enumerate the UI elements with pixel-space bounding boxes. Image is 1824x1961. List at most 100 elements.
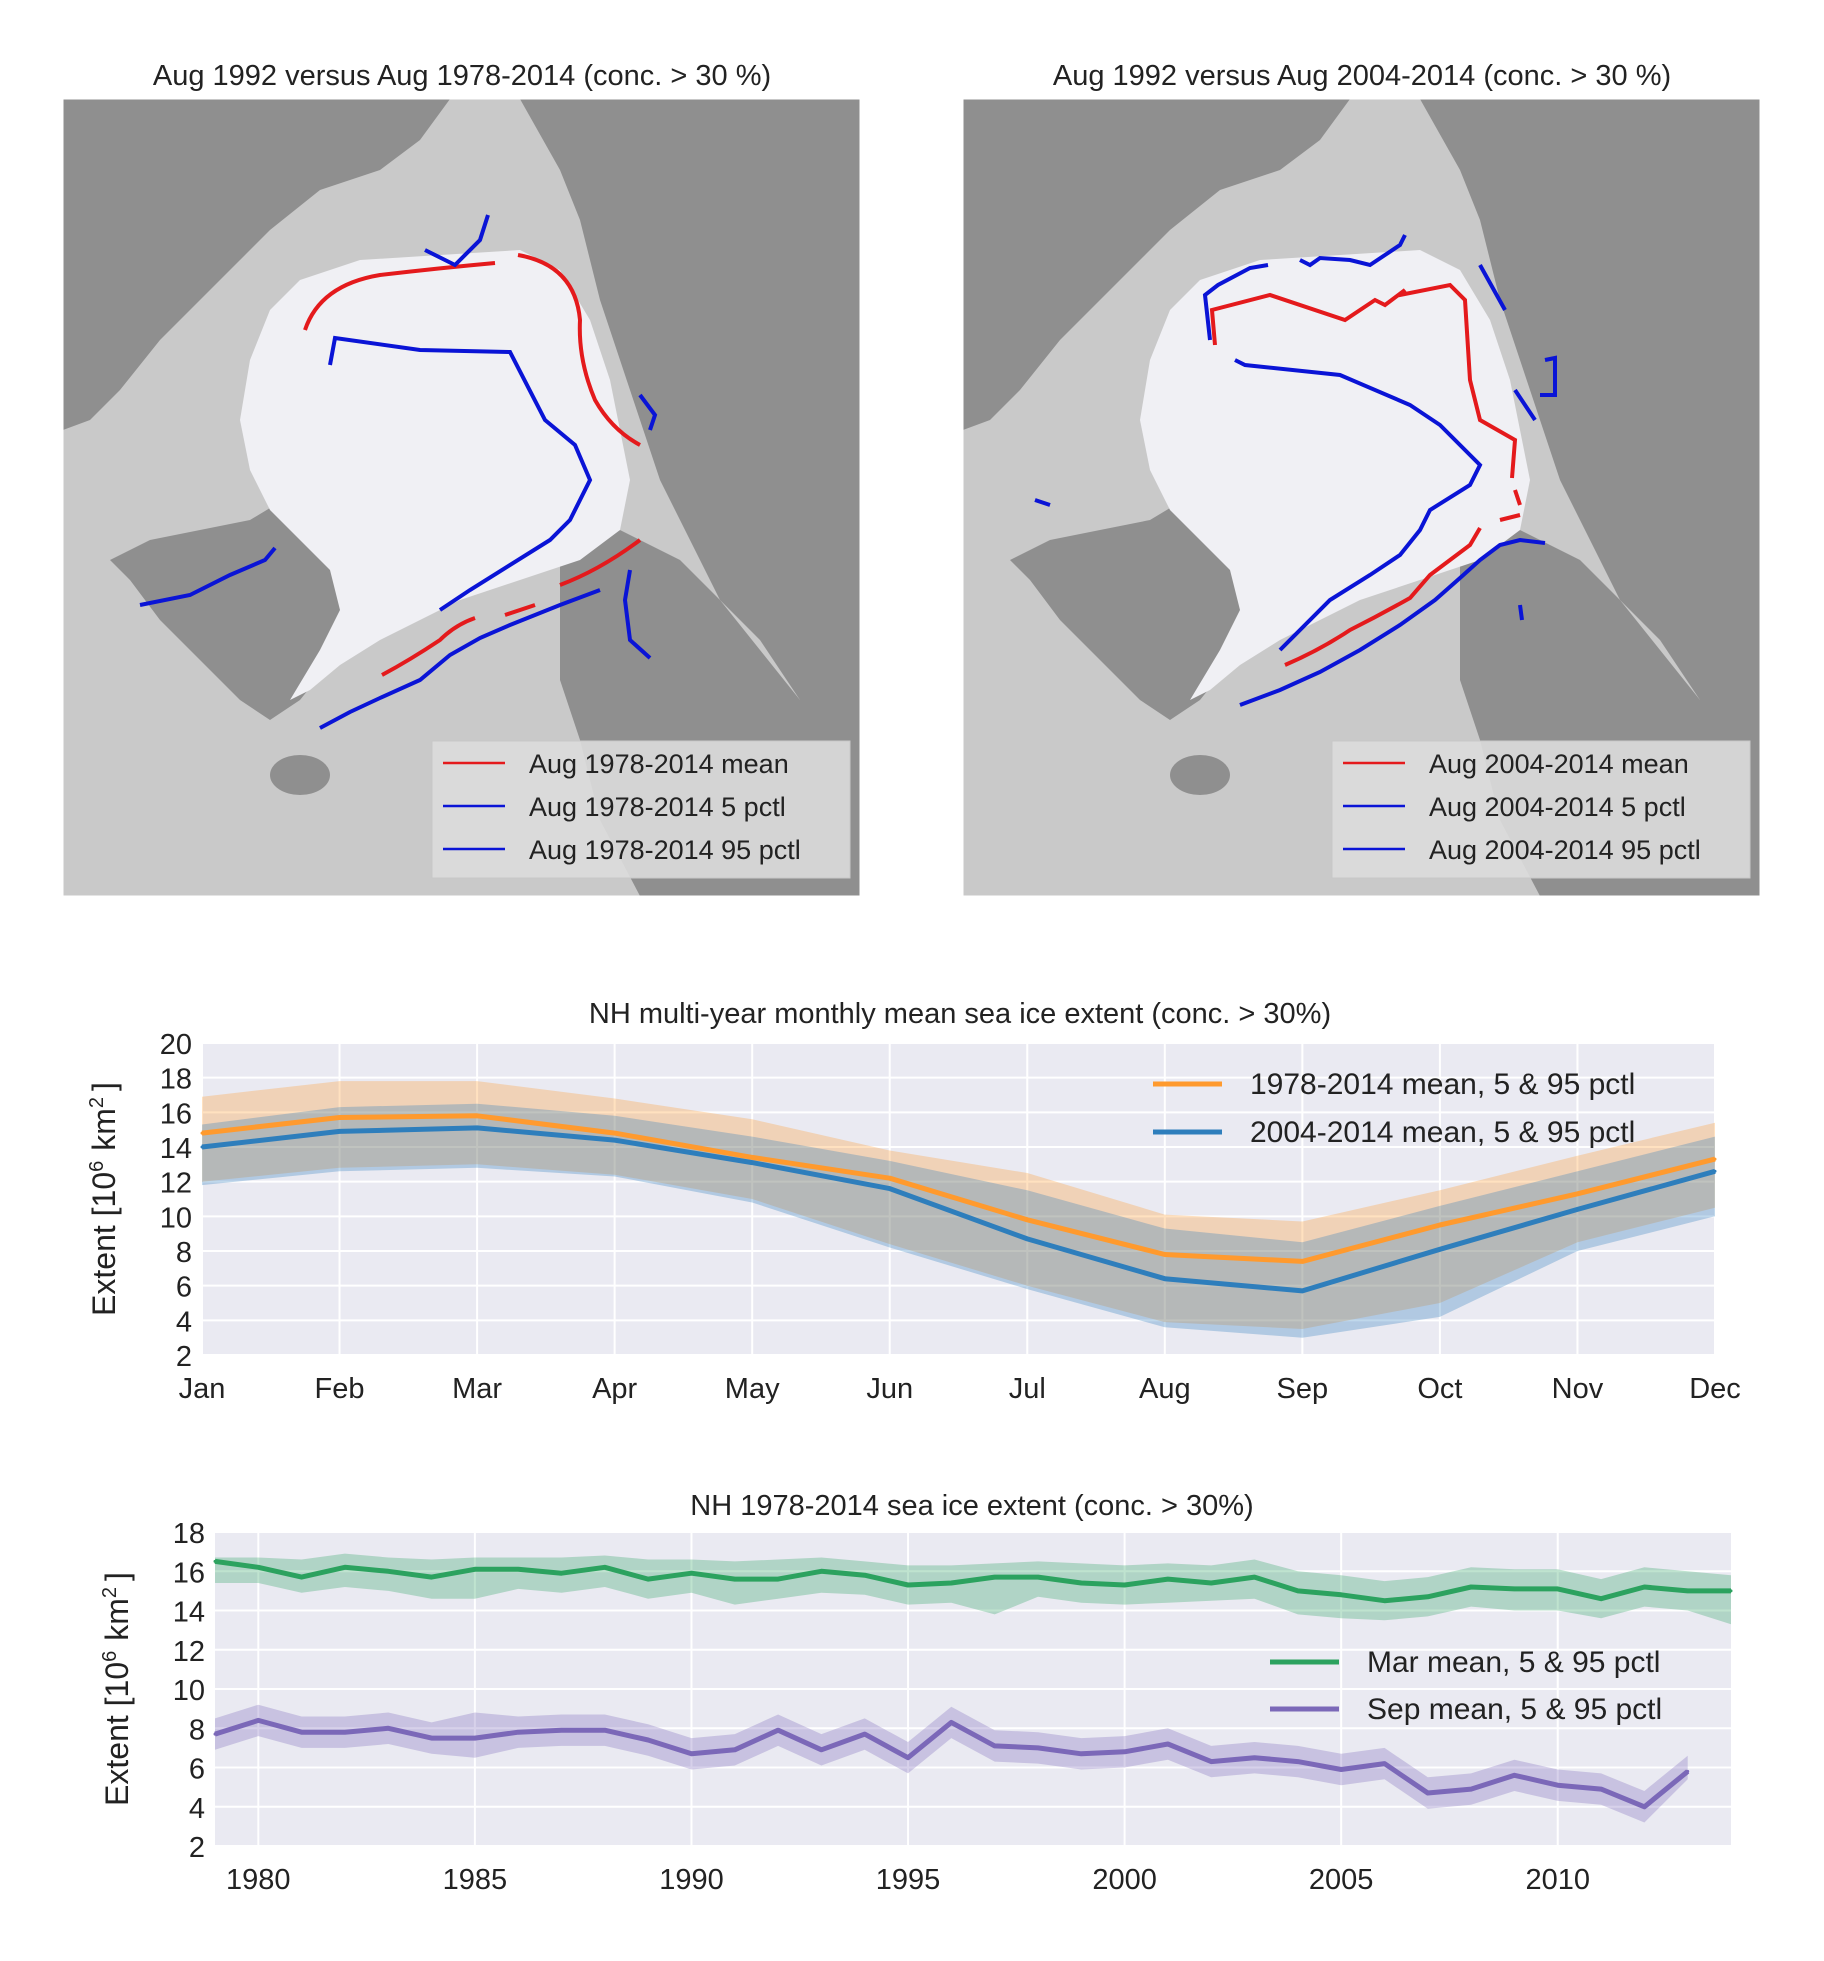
map-legend-p5-label-1: Aug 1978-2014 5 pctl xyxy=(529,792,786,822)
c2-ytick-label-14: 14 xyxy=(173,1597,205,1629)
c2-ytick-label-10: 10 xyxy=(173,1675,205,1707)
c1-point-s2-6 xyxy=(1025,1237,1029,1241)
c2-point-s1-29 xyxy=(1469,1585,1473,1589)
c1-point-s2-3 xyxy=(613,1138,617,1142)
c2-point-s2-15 xyxy=(863,1732,867,1736)
c2-point-s2-3 xyxy=(343,1730,347,1734)
c2-point-s1-11 xyxy=(690,1571,693,1575)
c2-xtick-label-3: 1995 xyxy=(876,1864,941,1896)
c1-point-s1-1 xyxy=(338,1116,341,1119)
map-panel-2: Aug 1992 versus Aug 2004-2014 (conc. > 3… xyxy=(962,60,1761,897)
c2-point-s1-13 xyxy=(776,1577,780,1581)
c1-point-s1-6 xyxy=(1025,1218,1029,1222)
c1-point-s2-4 xyxy=(750,1161,754,1165)
c2-point-s2-9 xyxy=(603,1728,607,1732)
c2-point-s2-29 xyxy=(1469,1787,1473,1791)
c1-xtick-label-3: Apr xyxy=(592,1373,637,1405)
c2-point-s1-16 xyxy=(906,1583,910,1587)
c2-band-series-2 xyxy=(215,1704,1688,1823)
c2-point-s2-11 xyxy=(690,1752,693,1756)
c1-point-s1-0 xyxy=(200,1131,204,1135)
map-panel-1: Aug 1992 versus Aug 1978-2014 (conc. > 3… xyxy=(62,60,861,897)
map-iceland-1 xyxy=(270,755,330,795)
c2-xtick-label-6: 2010 xyxy=(1525,1864,1590,1896)
c2-point-s2-34 xyxy=(1686,1769,1690,1773)
c2-line-series-1 xyxy=(214,1558,1731,1604)
c2-point-s2-19 xyxy=(1036,1746,1040,1750)
c1-point-s2-8 xyxy=(1300,1289,1304,1293)
c2-point-s2-6 xyxy=(473,1736,477,1740)
annual-ylabel-main: Extent [10 xyxy=(99,1662,135,1806)
c1-point-s2-0 xyxy=(200,1145,204,1149)
map-mean-contour-1b xyxy=(517,253,641,447)
c1-xtick-label-0: Jan xyxy=(179,1373,226,1405)
c2-point-s2-13 xyxy=(776,1728,780,1732)
c1-xtick-label-10: Nov xyxy=(1552,1373,1604,1405)
c1-xtick-label-6: Jul xyxy=(1009,1373,1046,1405)
c2-point-s1-2 xyxy=(300,1575,304,1579)
c2-point-s1-7 xyxy=(516,1567,520,1571)
monthly-legend-label-1: 1978-2014 mean, 5 & 95 pctl xyxy=(1250,1068,1635,1101)
map-p5-contour-2 xyxy=(1234,358,1483,652)
c2-point-s2-7 xyxy=(516,1730,520,1734)
c2-point-s2-5 xyxy=(430,1736,434,1740)
c2-point-s1-15 xyxy=(863,1573,867,1577)
c2-ytick-label-8: 8 xyxy=(189,1714,205,1746)
c1-ytick-label-18: 18 xyxy=(160,1064,192,1096)
c2-point-s2-16 xyxy=(906,1756,910,1760)
c2-point-s2-17 xyxy=(949,1720,953,1724)
c1-point-s2-1 xyxy=(338,1129,341,1133)
annual-ylabel-sup: 6 xyxy=(99,1651,121,1662)
c2-point-s2-2 xyxy=(300,1730,304,1734)
c1-line-series-2 xyxy=(201,1125,1716,1294)
c2-point-s1-28 xyxy=(1426,1595,1430,1599)
map-legend-2: Aug 2004-2014 mean Aug 2004-2014 5 pctl … xyxy=(1331,740,1751,879)
annual-x-ticks: 1980 1985 1990 1995 2000 2005 2010 xyxy=(226,1864,1590,1896)
map-seaice-1 xyxy=(240,250,630,700)
map-land-2 xyxy=(963,99,1350,430)
annual-y-ticks: 2 4 6 8 10 12 14 16 18 xyxy=(173,1518,205,1864)
c2-point-s2-32 xyxy=(1599,1787,1603,1791)
c2-point-s2-25 xyxy=(1296,1760,1300,1764)
c1-point-s1-3 xyxy=(613,1131,617,1135)
map-legend-mean-label-1: Aug 1978-2014 mean xyxy=(529,749,789,779)
annual-lines xyxy=(213,1558,1733,1810)
monthly-extent-chart: NH multi-year monthly mean sea ice exten… xyxy=(86,998,1741,1405)
c2-point-s1-25 xyxy=(1296,1589,1300,1593)
c2-point-s2-24 xyxy=(1253,1756,1256,1760)
c2-point-s2-18 xyxy=(993,1744,997,1748)
c2-point-s2-14 xyxy=(819,1748,823,1752)
c1-xtick-label-1: Feb xyxy=(315,1373,365,1405)
annual-legend-label-1: Mar mean, 5 & 95 pctl xyxy=(1367,1646,1660,1679)
c1-point-s1-4 xyxy=(750,1155,754,1159)
map-land-1 xyxy=(63,99,450,430)
annual-ylabel-unit: km xyxy=(99,1598,135,1641)
c2-point-s2-26 xyxy=(1339,1768,1343,1771)
c1-point-s1-8 xyxy=(1300,1259,1304,1263)
annual-chart-title: NH 1978-2014 sea ice extent (conc. > 30%… xyxy=(690,1490,1253,1522)
c2-ytick-label-2: 2 xyxy=(189,1832,205,1864)
annual-extent-chart: NH 1978-2014 sea ice extent (conc. > 30%… xyxy=(99,1490,1733,1896)
annual-ylabel-unit-sup: 2 xyxy=(99,1587,121,1598)
monthly-lines xyxy=(200,1113,1717,1294)
c2-xtick-label-2: 1990 xyxy=(659,1864,724,1896)
c2-point-s2-10 xyxy=(646,1738,650,1742)
c2-point-s1-34 xyxy=(1686,1589,1690,1593)
c1-point-s2-5 xyxy=(888,1187,892,1191)
c2-point-s2-8 xyxy=(560,1728,563,1732)
c2-point-s2-12 xyxy=(733,1748,737,1752)
map-legend-p95-label-1: Aug 1978-2014 95 pctl xyxy=(529,835,801,865)
c1-ytick-label-4: 4 xyxy=(176,1306,192,1338)
annual-ylabel-close: ] xyxy=(99,1572,135,1581)
c2-point-s1-0 xyxy=(213,1559,217,1563)
c1-point-s2-9 xyxy=(1438,1247,1442,1251)
c2-point-s2-23 xyxy=(1209,1760,1213,1764)
annual-gridlines xyxy=(215,1531,1731,1847)
c2-ytick-label-6: 6 xyxy=(189,1754,205,1786)
c2-point-s1-4 xyxy=(386,1569,390,1573)
monthly-ylabel-sup: 6 xyxy=(86,1161,108,1172)
c1-point-s1-7 xyxy=(1163,1253,1167,1256)
annual-y-axis-label: Extent [106 km2] xyxy=(99,1572,135,1806)
c1-ytick-label-12: 12 xyxy=(160,1168,192,1200)
map-land-east-1 xyxy=(520,99,860,720)
